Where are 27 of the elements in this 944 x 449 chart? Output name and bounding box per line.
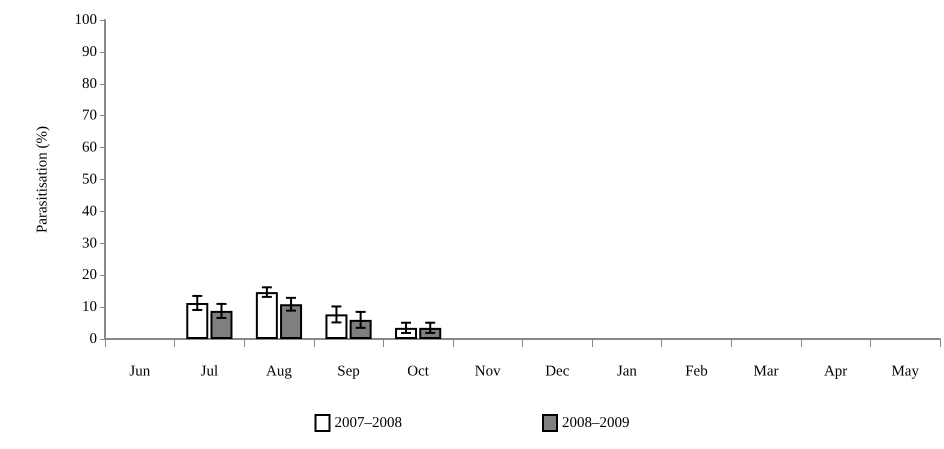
y-tick-label: 60: [82, 140, 97, 156]
x-tick-label: Nov: [474, 364, 502, 380]
x-tick-label: Feb: [685, 364, 708, 380]
x-tick-label: Jun: [129, 364, 151, 380]
y-tick-label: 70: [82, 108, 97, 124]
y-tick-label: 30: [82, 235, 97, 252]
x-tick-label: Jan: [616, 364, 638, 380]
bar: [256, 292, 278, 339]
y-tick-label: 0: [90, 331, 97, 347]
y-tick-label: 20: [82, 267, 97, 284]
x-tick-label: Mar: [754, 364, 779, 380]
y-tick-label: 50: [82, 172, 97, 188]
x-tick-label: Aug: [266, 364, 292, 380]
legend-label: 2007–2008: [334, 415, 402, 431]
y-tick-label: 90: [82, 44, 97, 60]
y-axis-title: Parasitisation (%): [34, 126, 50, 234]
y-tick-label: 10: [82, 299, 97, 316]
legend-label: 2008–2009: [562, 415, 630, 431]
x-tick-label: May: [891, 364, 920, 380]
x-tick-label: Sep: [337, 364, 360, 380]
x-tick-label: Dec: [545, 364, 570, 380]
y-tick-label: 100: [74, 12, 97, 28]
x-tick-label: Apr: [824, 364, 848, 380]
y-tick-label: 40: [82, 203, 97, 220]
x-tick-label: Oct: [407, 364, 430, 380]
y-tick-label: 80: [82, 76, 97, 92]
x-tick-label: Jul: [200, 364, 218, 380]
